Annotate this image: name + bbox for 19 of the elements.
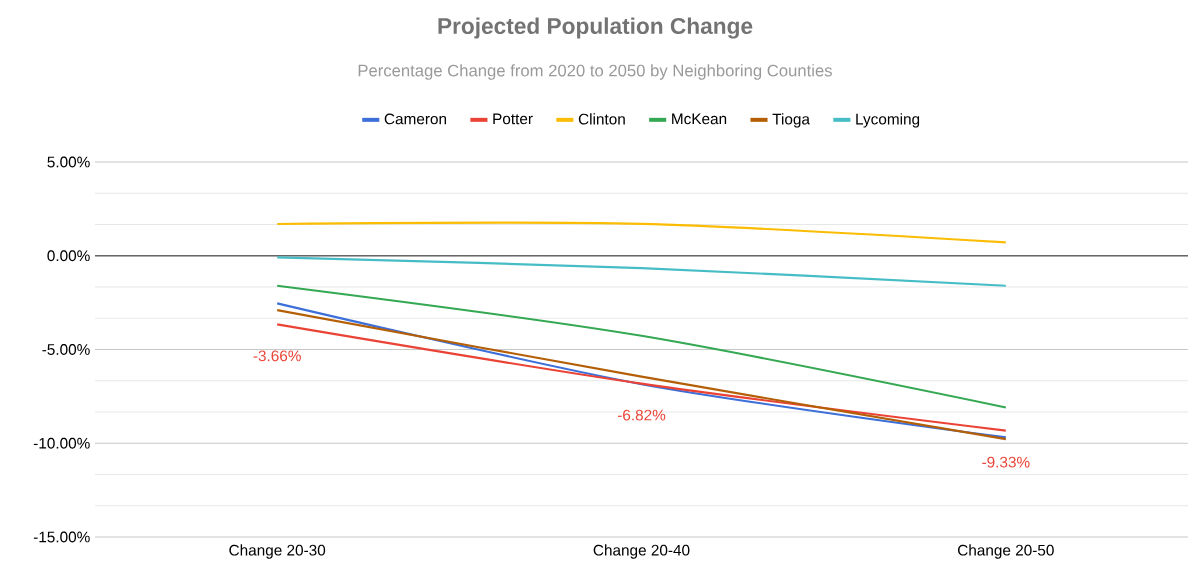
legend-label: Potter: [493, 113, 533, 125]
chart-title: Projected Population Change: [438, 17, 753, 39]
data-label: -9.33%: [982, 456, 1030, 468]
y-tick-label: 5.00%: [47, 156, 90, 168]
data-label: -6.82%: [617, 409, 666, 421]
chart-subtitle: Percentage Change from 2020 to 2050 by Neighboring Counties: [358, 64, 832, 80]
y-tick-label: -15.00%: [33, 531, 90, 543]
legend-label: Clinton: [578, 113, 625, 125]
legend-label: Cameron: [384, 113, 447, 125]
y-tick-label: 0.00%: [47, 250, 90, 262]
legend-label: McKean: [672, 113, 727, 125]
data-label: -3.66%: [253, 350, 301, 362]
y-tick-label: -5.00%: [42, 344, 90, 355]
x-tick-label: Change 20-40: [593, 544, 690, 559]
x-tick-label: Change 20-50: [958, 544, 1054, 559]
legend-label: Tioga: [772, 113, 810, 128]
y-tick-label: -10.00%: [33, 437, 90, 449]
legend-label: Lycoming: [856, 113, 920, 128]
x-tick-label: Change 20-30: [229, 544, 326, 559]
